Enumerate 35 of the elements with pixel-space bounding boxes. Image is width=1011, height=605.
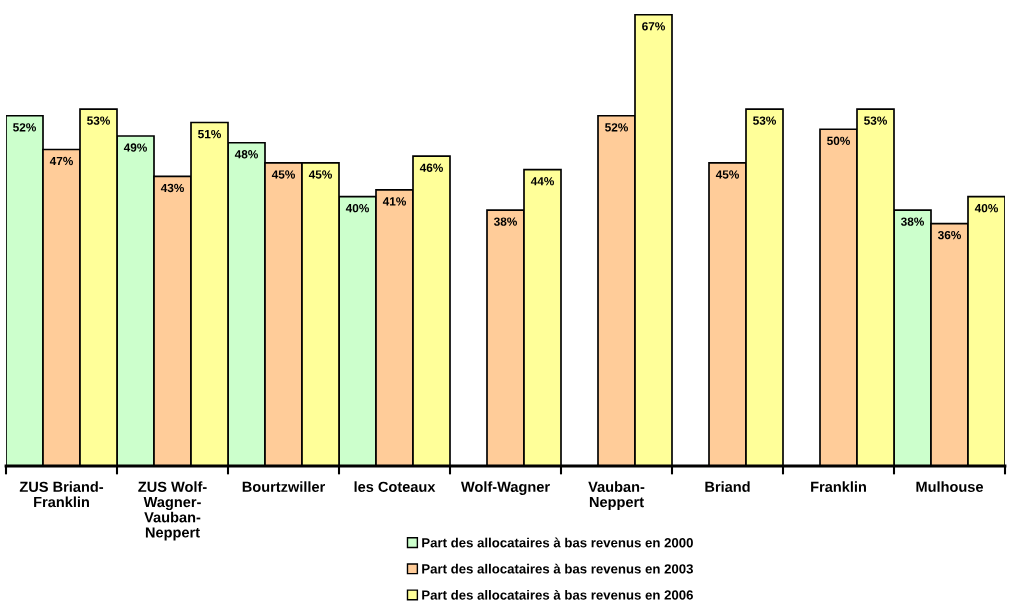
x-tick-label: Mulhouse — [916, 481, 984, 492]
data-label: 38% — [900, 217, 924, 226]
data-label: 36% — [937, 230, 961, 240]
x-tick-label: Briand — [705, 481, 750, 492]
data-label: 53% — [753, 116, 776, 125]
data-label: 50% — [827, 136, 850, 145]
x-tick-label: ZUS Wolf- Wagner- Vauban- Neppert — [138, 481, 207, 541]
data-label: 44% — [530, 177, 554, 186]
data-label: 48% — [234, 150, 258, 159]
data-label: 53% — [864, 116, 887, 125]
legend-label: Part des allocataires à bas revenus en 2000 — [422, 537, 693, 548]
data-label: 45% — [271, 170, 295, 179]
data-label: 38% — [493, 217, 517, 226]
data-label: 45% — [715, 170, 739, 179]
data-label: 43% — [160, 183, 184, 193]
x-tick-label: ZUS Briand- Franklin — [19, 481, 104, 508]
data-label: 52% — [13, 123, 36, 132]
x-tick-label: Wolf-Wagner — [460, 481, 550, 495]
data-label: 67% — [642, 22, 665, 31]
data-label: 41% — [382, 197, 406, 206]
data-label: 46% — [419, 163, 443, 172]
x-tick-label: les Coteaux — [354, 481, 436, 492]
data-label: 49% — [123, 143, 147, 152]
data-label: 52% — [605, 123, 628, 132]
x-tick-label: Franklin — [811, 481, 866, 492]
data-label: 51% — [198, 129, 221, 139]
data-label: 40% — [345, 203, 369, 213]
legend-label: Part des allocataires à bas revenus en 2006 — [422, 589, 693, 600]
x-tick-label: Bourtzwiller — [242, 481, 326, 492]
data-label: 53% — [87, 116, 110, 125]
data-label: 40% — [974, 203, 998, 213]
legend-label: Part des allocataires à bas revenus en 2003 — [422, 563, 693, 574]
data-label: 47% — [49, 156, 73, 166]
data-label: 45% — [308, 170, 332, 179]
x-tick-label: Vauban- Neppert — [588, 481, 645, 511]
